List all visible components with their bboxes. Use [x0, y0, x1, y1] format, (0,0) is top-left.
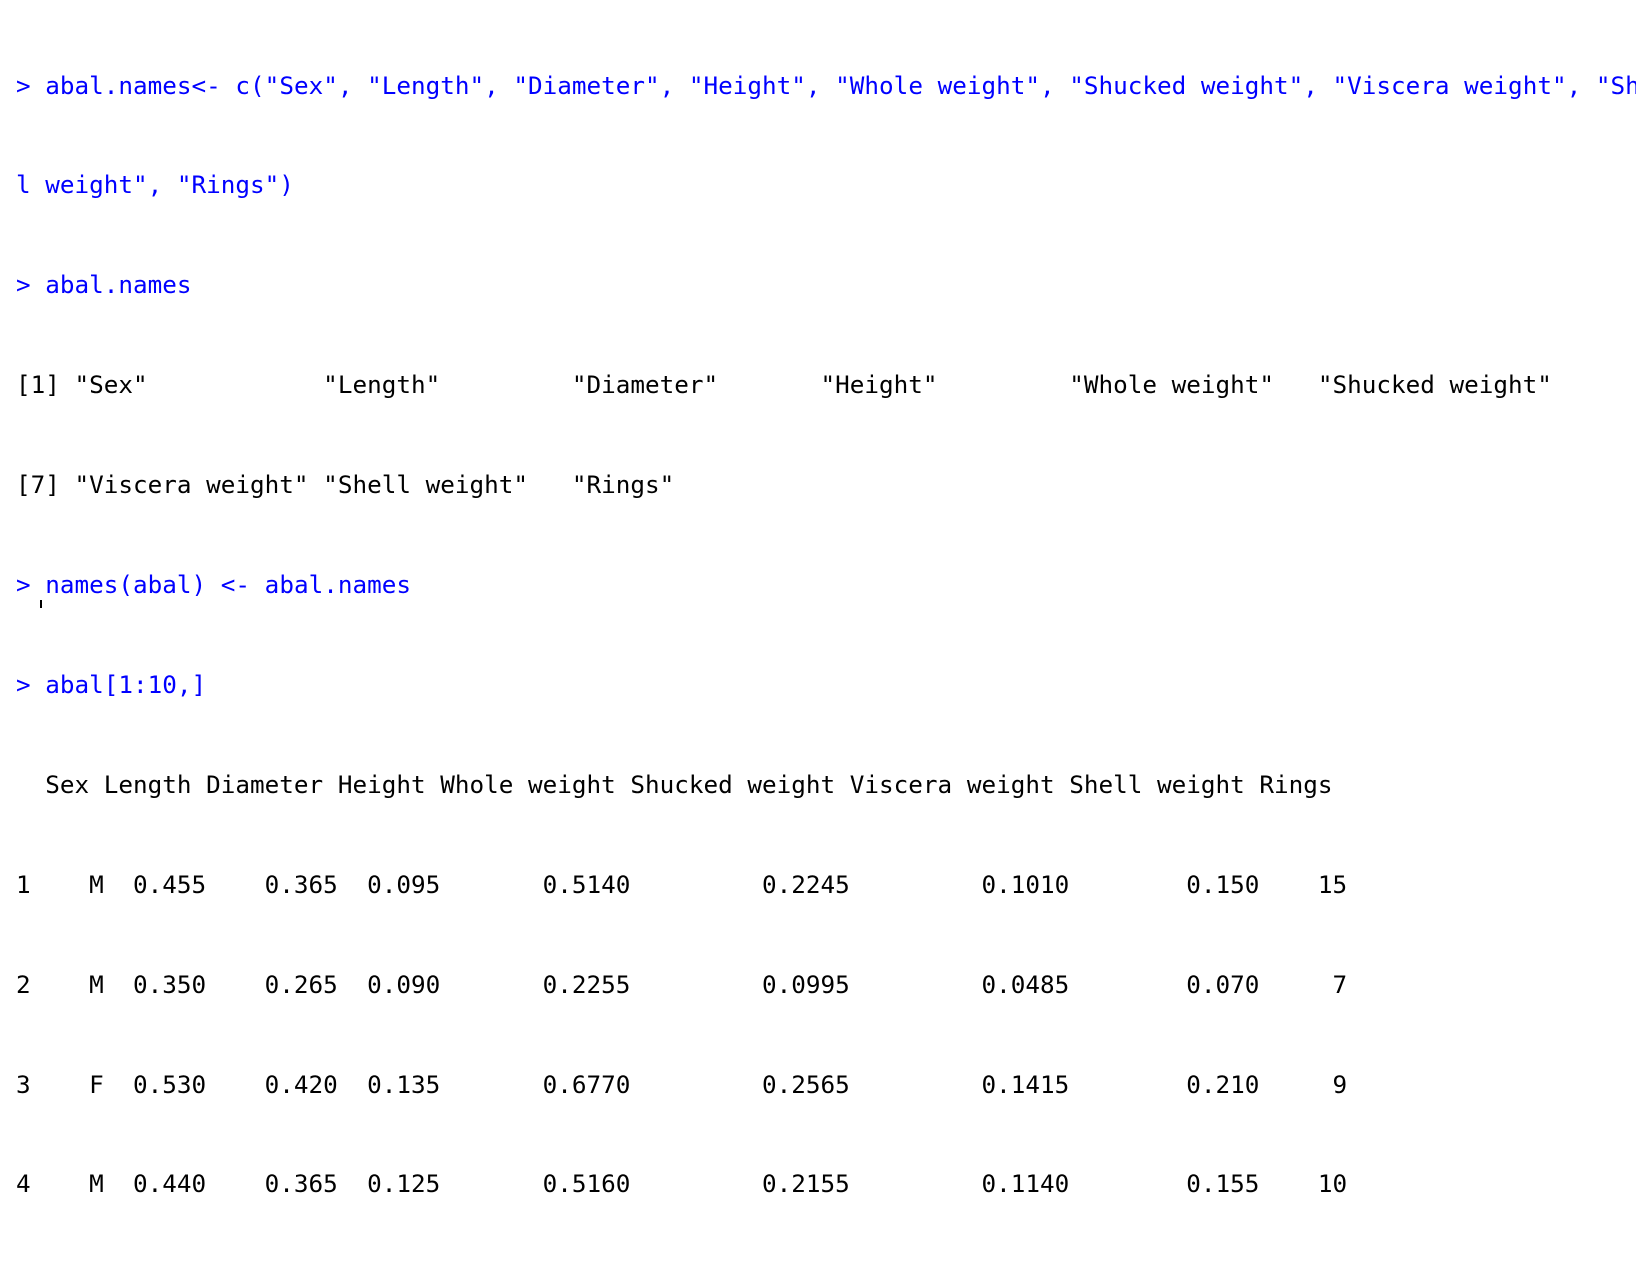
- command-text: names(abal) <- abal.names: [45, 570, 411, 600]
- console-line-command: > names(abal) <- abal.names: [16, 568, 1636, 601]
- table-row: 4 M 0.440 0.365 0.125 0.5160 0.2155 0.11…: [16, 1169, 1348, 1199]
- r-console[interactable]: > abal.names<- c("Sex", "Length", "Diame…: [16, 2, 1636, 1264]
- text-cursor: [40, 600, 42, 608]
- table-row: 1 M 0.455 0.365 0.095 0.5140 0.2245 0.10…: [16, 869, 1348, 899]
- console-line-command: > abal[1:10,]: [16, 668, 1636, 701]
- console-line-command: > abal.names<- c("Sex", "Length", "Diame…: [16, 69, 1636, 102]
- command-text: abal[1:10,]: [45, 669, 207, 699]
- command-text: abal.names: [45, 270, 192, 300]
- command-text: abal.names<- c("Sex", "Length", "Diamete…: [45, 70, 1636, 100]
- console-line-command: > abal.names: [16, 268, 1636, 301]
- console-line-output: [1] "Sex" "Length" "Diameter" "Height" "…: [16, 370, 1552, 400]
- table-row: 3 F 0.530 0.420 0.135 0.6770 0.2565 0.14…: [16, 1069, 1348, 1099]
- table-row: 2 M 0.350 0.265 0.090 0.2255 0.0995 0.04…: [16, 969, 1348, 999]
- prompt-symbol: >: [16, 70, 46, 100]
- console-line-continuation: l weight", "Rings"): [16, 168, 1636, 201]
- table-header-row: Sex Length Diameter Height Whole weight …: [16, 769, 1333, 799]
- command-text: l weight", "Rings"): [16, 170, 294, 200]
- console-line-output: [7] "Viscera weight" "Shell weight" "Rin…: [16, 470, 675, 500]
- prompt-symbol: >: [16, 270, 46, 300]
- prompt-symbol: >: [16, 669, 46, 699]
- prompt-symbol: >: [16, 570, 46, 600]
